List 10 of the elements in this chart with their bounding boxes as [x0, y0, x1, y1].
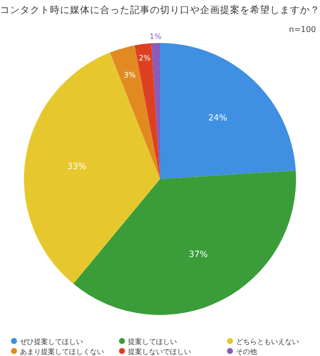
- pie-slice: [24, 52, 160, 284]
- pie-slice: [134, 43, 160, 179]
- chart-title: コンタクト時に媒体に合った記事の切り口や企画提案を希望しますか？: [0, 4, 320, 16]
- data-label: 24%: [208, 114, 228, 124]
- text: n=100: [288, 25, 316, 34]
- data-label: 33%: [67, 162, 86, 172]
- data-label: 37%: [188, 250, 208, 260]
- pie-slice: [110, 45, 160, 179]
- pie-slice: [73, 170, 296, 315]
- pie-slice: [160, 43, 296, 179]
